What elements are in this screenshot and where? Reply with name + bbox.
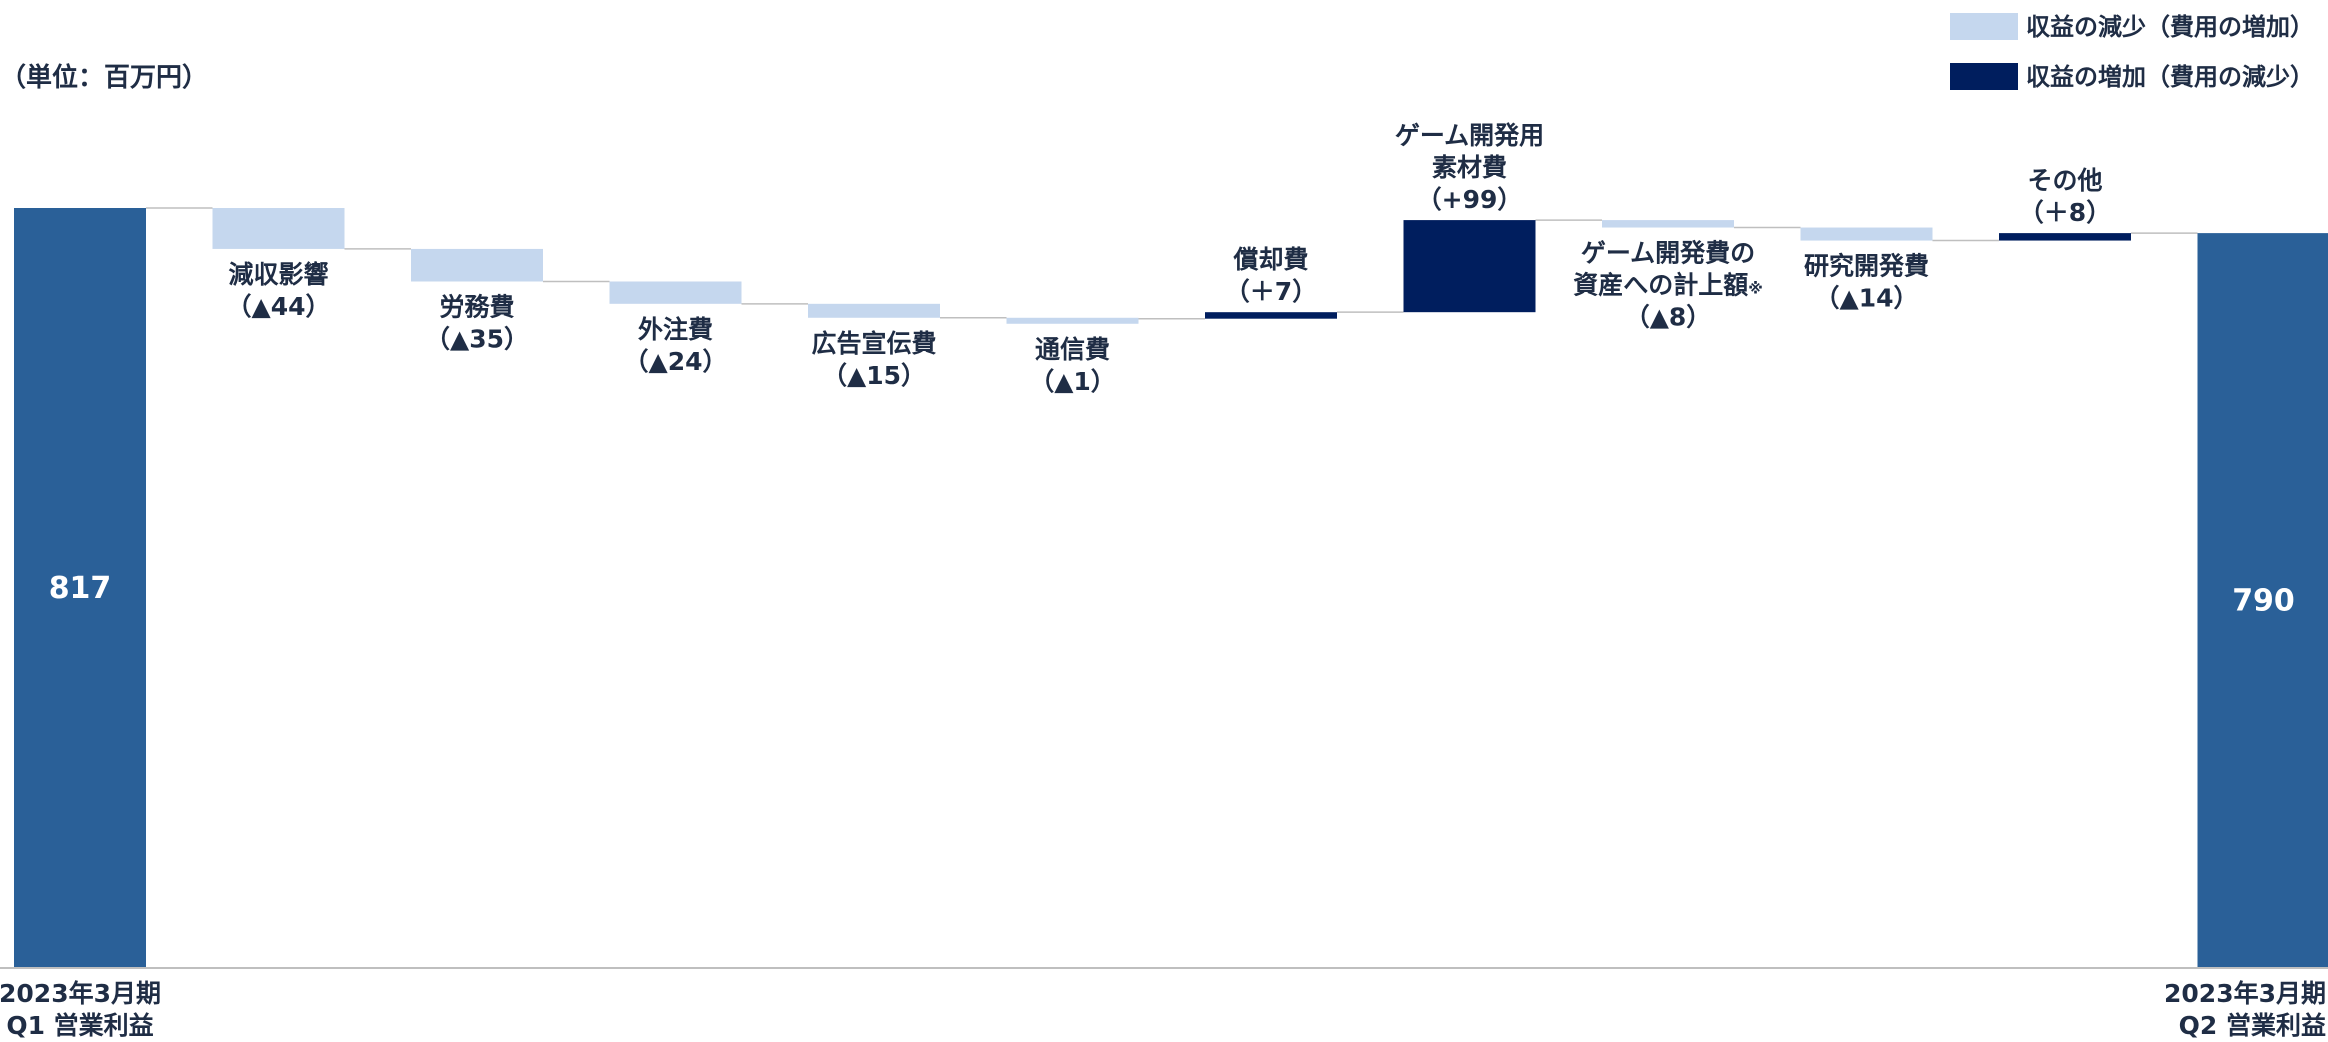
axis-label-end-line-2: Q2 営業利益	[2179, 1011, 2326, 1038]
step-label-3-line-1: 外注費	[638, 315, 713, 344]
unit-label: （単位：百万円）	[0, 62, 208, 93]
step-change-5: （▲1）	[1029, 367, 1116, 396]
step-label-6-line-1: 償却費	[1232, 245, 1308, 274]
legend: 収益の減少（費用の増加） 収益の増加（費用の減少）	[1950, 13, 2314, 91]
value-label-start: 817	[49, 571, 112, 606]
bar-step-2	[411, 249, 543, 282]
legend-label-2: 収益の増加（費用の減少）	[2026, 63, 2314, 91]
axis-label-end-line-1: 2023年3月期	[2164, 979, 2326, 1008]
step-labels: 817 減収影響 （▲44） 労務費 （▲35） 外注費 （▲24） 広告宣伝費 （▲15） 通信…	[49, 121, 2295, 618]
step-change-1: （▲44）	[226, 292, 330, 321]
step-label-8-line-2: 資産への計上額※	[1573, 271, 1763, 300]
bar-step-3	[610, 281, 742, 303]
bar-step-6	[1205, 312, 1337, 319]
step-label-7-line-2: 素材費	[1432, 153, 1507, 182]
step-label-1-line-1: 減収影響	[228, 260, 328, 289]
legend-swatch-2	[1950, 63, 2018, 90]
step-change-10: （＋8）	[2019, 198, 2111, 227]
bar-step-9	[1801, 228, 1933, 241]
bar-step-8	[1602, 220, 1734, 227]
step-change-3: （▲24）	[623, 347, 727, 376]
axis-category-labels: 2023年3月期 Q1 営業利益 2023年3月期 Q2 営業利益	[0, 979, 2326, 1038]
step-label-4-line-1: 広告宣伝費	[811, 329, 936, 358]
bars	[14, 208, 2328, 968]
step-change-9: （▲14）	[1814, 284, 1918, 313]
step-label-5-line-1: 通信費	[1035, 335, 1110, 364]
step-change-6: （＋7）	[1225, 277, 1317, 306]
bar-step-10	[1999, 233, 2131, 240]
step-change-7: （+99）	[1417, 185, 1523, 214]
bar-step-7	[1404, 220, 1536, 312]
step-label-2-line-1: 労務費	[439, 292, 514, 321]
step-label-9-line-1: 研究開発費	[1804, 252, 1929, 281]
axis-label-start-line-2: Q1 営業利益	[6, 1011, 153, 1038]
step-change-2: （▲35）	[425, 324, 529, 353]
footnote-mark: ※	[1748, 280, 1763, 298]
bar-step-1	[213, 208, 345, 249]
bar-step-4	[808, 304, 940, 318]
legend-swatch-1	[1950, 13, 2018, 40]
value-label-end: 790	[2232, 584, 2295, 619]
step-label-8-line-1: ゲーム開発費の	[1581, 239, 1755, 268]
bar-step-5	[1007, 318, 1139, 324]
axis-label-start-line-1: 2023年3月期	[0, 979, 161, 1008]
step-change-4: （▲15）	[822, 361, 926, 390]
step-label-10-line-1: その他	[2027, 166, 2102, 195]
legend-label-1: 収益の減少（費用の増加）	[2026, 13, 2314, 41]
step-label-7-line-1: ゲーム開発用	[1395, 121, 1544, 150]
step-change-8: （▲8）	[1625, 303, 1712, 332]
